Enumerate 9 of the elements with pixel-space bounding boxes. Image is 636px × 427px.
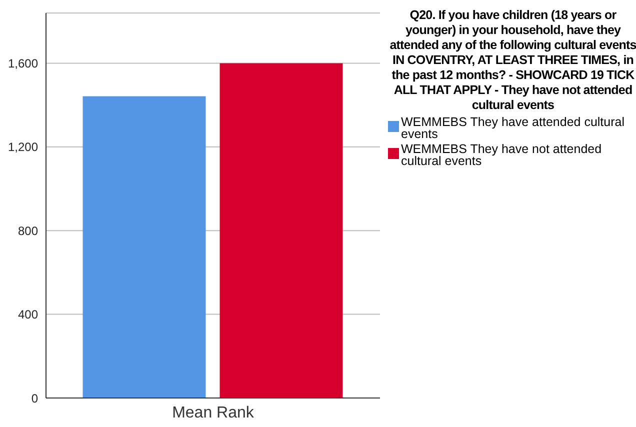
y-tick-label: 1,200 [8, 140, 38, 154]
y-tick-label: 1,600 [8, 56, 38, 70]
y-tick-label: 400 [18, 308, 38, 322]
y-tick-label: 800 [18, 224, 38, 238]
legend-label: WEMMEBS They have attended cultural events [401, 115, 626, 141]
legend-label: WEMMEBS They have not attended cultural events [401, 142, 603, 168]
y-tick-label: 0 [31, 391, 38, 406]
legend-title: Q20. If you have children (18 years or younger) in your household, have they attended any of the following cultural events IN COVENTRY, AT LEAST THREE TIMES, in the past 12 months? - SHOWCARD 19 TICK ALL THAT APPLY - They have not attended cultural events [388, 8, 636, 113]
x-tick-label: Mean Rank [172, 404, 255, 422]
